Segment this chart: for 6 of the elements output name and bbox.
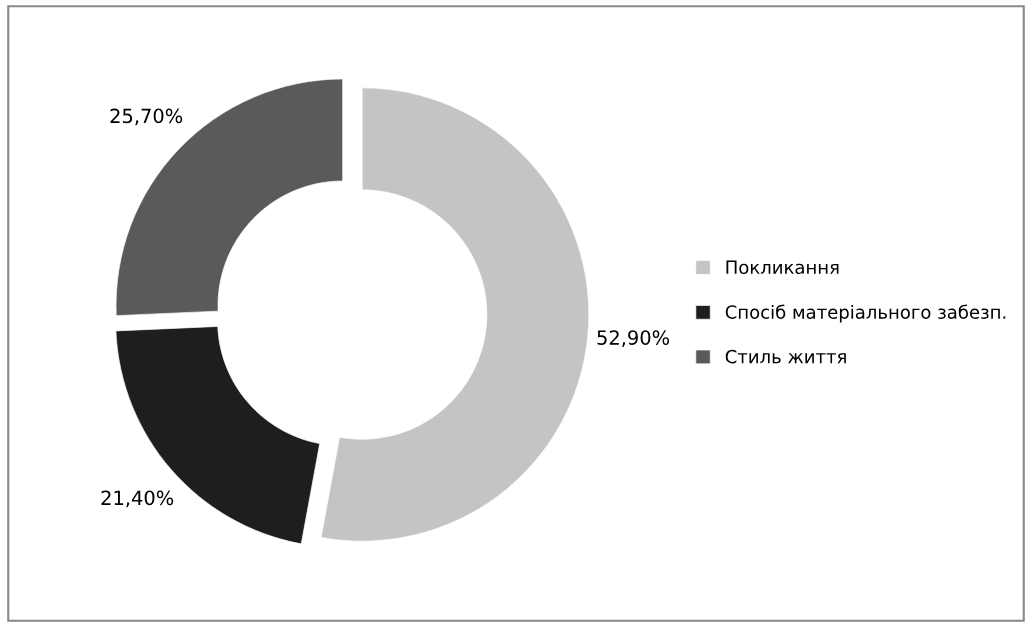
legend-label: Стиль життя [725, 349, 846, 364]
data-label: 25,70% [110, 108, 183, 126]
legend-label: Покликання [726, 260, 839, 275]
data-label: 21,40% [101, 490, 174, 508]
data-label: 52,90% [597, 330, 670, 347]
legend-label: Спосіб матеріального забезп. [725, 304, 1006, 323]
